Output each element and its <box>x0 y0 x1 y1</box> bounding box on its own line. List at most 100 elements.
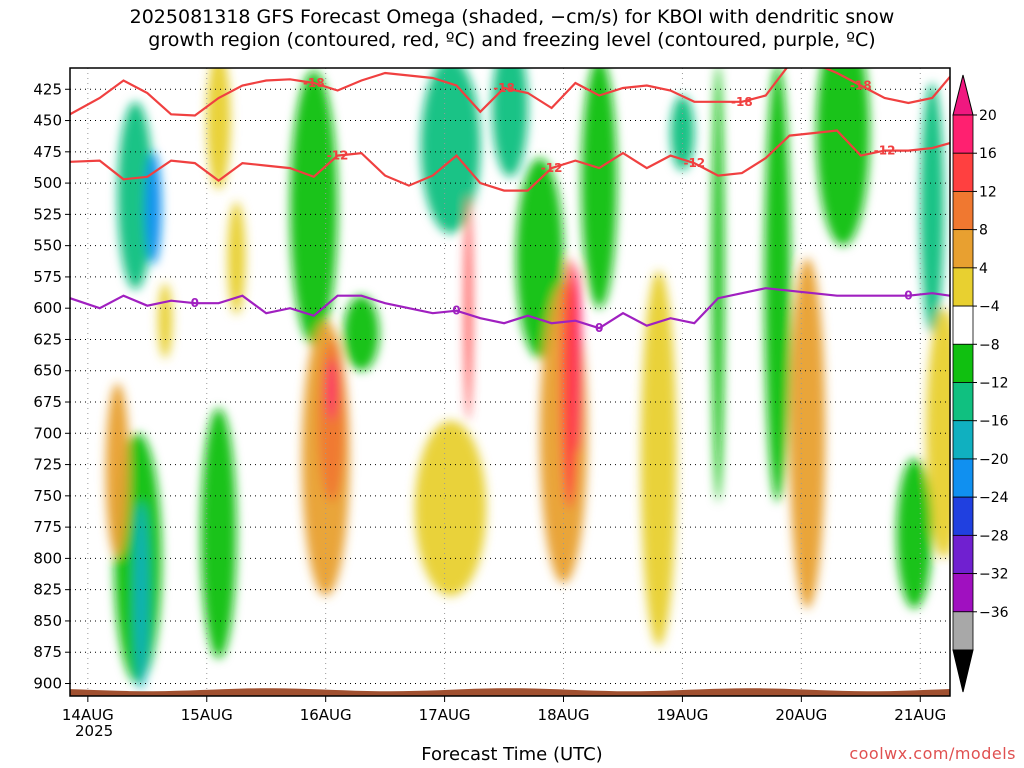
y-tick-label: 875 <box>33 643 62 661</box>
y-tick-label: 775 <box>33 518 62 536</box>
colorbar-swatch <box>952 152 974 192</box>
colorbar-swatch <box>952 267 974 307</box>
colorbar-label: 4 <box>979 261 988 277</box>
omega-cell <box>581 68 618 309</box>
y-tick-label: 800 <box>33 549 62 567</box>
y-tick-label: 475 <box>33 143 62 161</box>
colorbar-swatch <box>952 114 974 154</box>
y-tick-label: 600 <box>33 299 62 317</box>
x-tick-label: 20AUG <box>775 706 827 724</box>
dgz-lower-line-label: -12 <box>874 144 896 158</box>
freezing-level-line-label: 0 <box>452 304 460 318</box>
y-tick-label: 525 <box>33 205 62 223</box>
dgz-lower-line-label: -12 <box>541 161 563 175</box>
dgz-upper-line-label: -18 <box>731 95 753 109</box>
dgz-upper-line <box>70 68 950 117</box>
dgz-upper-line-label: -18 <box>303 76 325 90</box>
dgz-lower-line-label: -12 <box>683 156 705 170</box>
omega-cell <box>420 68 481 234</box>
y-tick-label: 650 <box>33 362 62 380</box>
y-tick-label: 825 <box>33 581 62 599</box>
colorbar-label: −8 <box>979 337 1000 353</box>
title-line-2: growth region (contoured, red, ºC) and f… <box>148 29 876 51</box>
y-tick-label: 675 <box>33 393 62 411</box>
omega-cell <box>926 308 950 559</box>
colorbar: 20 16 12 8 4 −4 −8 −12 −16 −20 −24 −28 −32 −36 <box>952 74 1009 693</box>
omega-cell <box>712 68 725 503</box>
colorbar-swatch <box>952 496 974 536</box>
colorbar-label: −16 <box>979 414 1009 430</box>
y-tick-label: 625 <box>33 330 62 348</box>
y-tick-label: 900 <box>33 674 62 692</box>
omega-shading <box>105 68 950 690</box>
omega-cell <box>134 502 149 690</box>
x-tick-label: 19AUG <box>656 706 708 724</box>
x-tick-label: 14AUG <box>62 706 114 724</box>
y-axis: 425 450 475 500 525 550 575 600 625 650 675 700 725 7… <box>33 80 70 692</box>
freezing-level-line-label: 0 <box>904 289 912 303</box>
omega-cell <box>206 68 231 190</box>
omega-cell <box>789 258 826 609</box>
colorbar-swatch <box>952 343 974 383</box>
omega-blur-group <box>105 68 950 690</box>
omega-cell <box>896 458 933 609</box>
omega-cell <box>117 101 154 290</box>
freezing-level-line-label: 0 <box>595 321 603 335</box>
year-label: 2025 <box>75 722 114 740</box>
omega-cell <box>200 408 237 659</box>
colorbar-label: −32 <box>979 567 1009 583</box>
colorbar-label: 16 <box>979 146 997 162</box>
omega-cell <box>492 68 528 177</box>
y-tick-label: 700 <box>33 424 62 442</box>
terrain-fill <box>70 688 950 696</box>
y-tick-label: 550 <box>33 237 62 255</box>
plot-frame <box>69 67 951 697</box>
x-tick-label: 17AUG <box>419 706 471 724</box>
dgz-upper-line-label: -18 <box>493 81 515 95</box>
x-tick-label: 16AUG <box>300 706 352 724</box>
dgz-lower-line <box>70 129 950 192</box>
omega-cell <box>144 151 162 265</box>
y-tick-label: 450 <box>33 112 62 130</box>
omega-cell <box>227 201 246 315</box>
contours: 0 0 0 0 -18 -18 -18 -18 -12 -12 -12 -12 <box>70 68 950 335</box>
x-axis-label: Forecast Time (UTC) <box>421 744 603 765</box>
omega-cell <box>764 68 791 503</box>
terrain <box>70 688 950 696</box>
omega-cell <box>640 270 677 646</box>
omega-cell <box>464 195 472 421</box>
y-tick-label: 425 <box>33 80 62 98</box>
dgz-lower-line-label: -12 <box>327 149 349 163</box>
omega-cell <box>105 383 130 559</box>
y-tick-label: 575 <box>33 268 62 286</box>
colorbar-swatch <box>952 191 974 231</box>
omega-cell <box>414 420 487 596</box>
colorbar-bottom-arrow <box>952 649 974 693</box>
colorbar-swatch <box>952 534 974 574</box>
freezing-level-line-label: 0 <box>191 296 199 310</box>
omega-cell <box>343 295 380 371</box>
colorbar-swatch <box>952 382 974 422</box>
omega-cell <box>816 68 870 246</box>
omega-cell <box>158 283 173 359</box>
omega-cell <box>290 70 338 346</box>
title-line-1: 2025081318 GFS Forecast Omega (shaded, −… <box>129 6 895 28</box>
colorbar-swatch <box>952 573 974 613</box>
colorbar-swatch <box>952 611 974 651</box>
colorbar-swatch <box>952 420 974 460</box>
colorbar-label: 8 <box>979 223 988 239</box>
colorbar-label: −24 <box>979 490 1009 506</box>
colorbar-top-arrow <box>952 74 974 116</box>
x-tick-label: 21AUG <box>894 706 946 724</box>
colorbar-label: −4 <box>979 299 1000 315</box>
x-axis: 14AUG 15AUG 16AUG 17AUG 18AUG 19AUG 20AUG 21AUG <box>62 696 946 724</box>
omega-cell <box>574 264 582 453</box>
omega-cell <box>326 358 337 421</box>
freezing-level-line <box>70 287 950 330</box>
dgz-upper-line-label: -18 <box>850 79 872 93</box>
colorbar-label: −20 <box>979 452 1009 468</box>
y-tick-label: 725 <box>33 456 62 474</box>
colorbar-label: −12 <box>979 376 1009 392</box>
credit-link[interactable]: coolwx.com/models <box>849 744 1016 763</box>
